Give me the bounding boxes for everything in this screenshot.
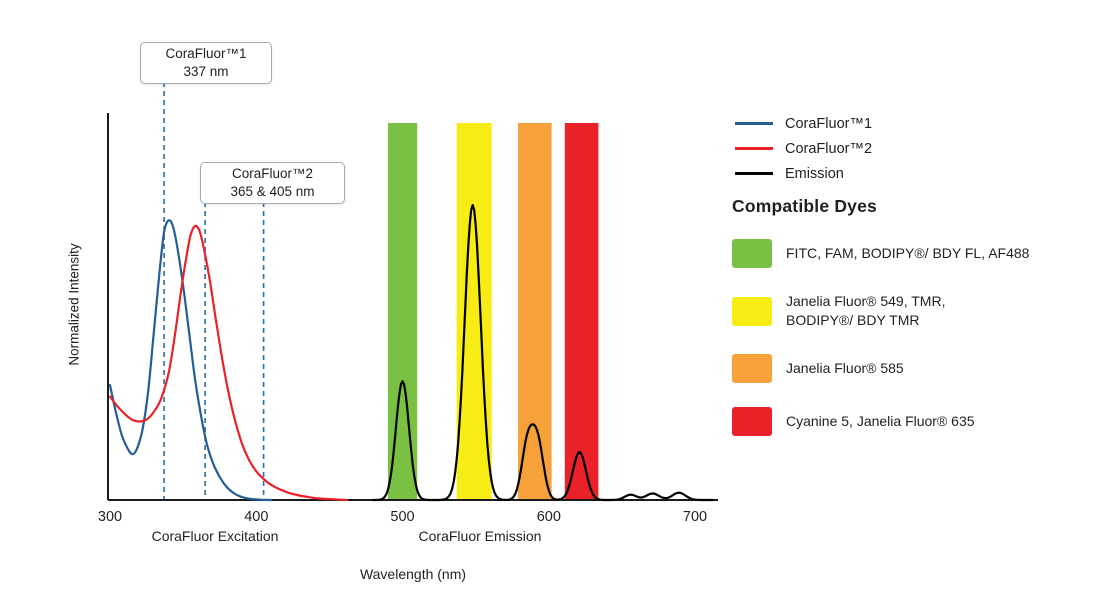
callout-corafluor2: CoraFluor™2 365 & 405 nm [200,162,345,204]
callout-corafluor1: CoraFluor™1 337 nm [140,42,272,84]
yellow-dye-label: Janelia Fluor® 549, TMR, BODIPY®/ BDY TM… [786,293,946,328]
orange-dye-label: Janelia Fluor® 585 [786,360,904,376]
compatible-dyes-heading: Compatible Dyes [732,196,877,216]
x-axis-title: Wavelength (nm) [359,566,467,582]
x-tick-500: 500 [390,509,414,525]
emission-line-sample [735,172,773,175]
x-tick-700: 700 [683,509,707,525]
callout-corafluor1-title: CoraFluor™1 [165,46,247,61]
excitation-section-label: CoraFluor Excitation [151,528,279,544]
red-dye-swatch [732,407,772,436]
yellow-dye-swatch [732,296,772,326]
red-filter-band [564,123,599,500]
curve-emission [372,204,714,502]
callout-corafluor2-title: CoraFluor™2 [231,166,314,181]
emission-section-label: CoraFluor Emission [418,528,542,544]
corafluor2-line-sample [735,147,773,150]
legend-label-corafluor2: CoraFluor™2 [785,140,873,157]
legend-item-corafluor1: CoraFluor™1 [735,111,872,136]
dye-item-green: FITC, FAM, BODIPY®/ BDY FL, AF488 [732,239,1104,268]
green-dye-label: FITC, FAM, BODIPY®/ BDY FL, AF488 [786,245,1030,261]
x-tick-400: 400 [244,509,268,525]
x-tick-600: 600 [537,509,561,525]
legend: CoraFluor™1 CoraFluor™2 Emission [735,111,872,186]
callout-corafluor2-value: 365 & 405 nm [230,184,315,199]
y-axis-title: Normalized Intensity [66,243,82,366]
green-dye-swatch [732,239,772,268]
corafluor1-line-sample [735,122,773,125]
orange-dye-swatch [732,354,772,383]
legend-label-corafluor1: CoraFluor™1 [785,115,873,132]
dye-item-red: Cyanine 5, Janelia Fluor® 635 [732,407,1104,436]
legend-item-corafluor2: CoraFluor™2 [735,136,872,161]
curve-corafluor-2 [108,224,348,502]
callout-corafluor1-value: 337 nm [183,64,229,79]
legend-label-emission: Emission [785,165,844,182]
legend-item-emission: Emission [735,161,872,186]
green-filter-band [387,123,418,500]
dye-item-yellow: Janelia Fluor® 549, TMR, BODIPY®/ BDY TM… [732,292,1104,330]
dye-item-orange: Janelia Fluor® 585 [732,354,1104,383]
red-dye-label: Cyanine 5, Janelia Fluor® 635 [786,413,975,429]
orange-filter-band [518,123,552,500]
x-tick-300: 300 [98,509,122,525]
compatible-dyes-panel: Compatible Dyes FITC, FAM, BODIPY®/ BDY … [732,196,1104,460]
curve-corafluor-1 [108,219,272,502]
